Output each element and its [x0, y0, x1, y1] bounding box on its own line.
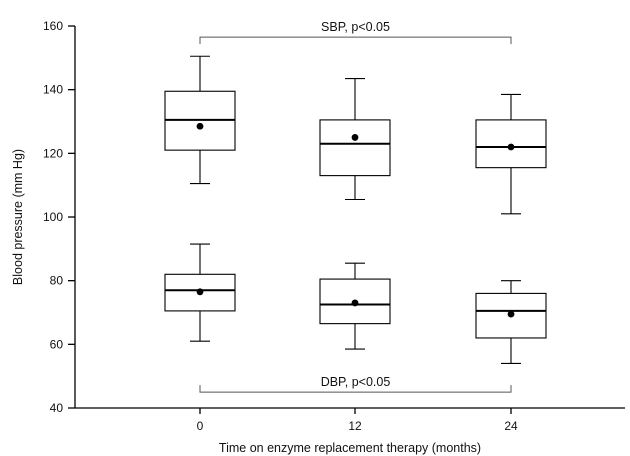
plot-area: 40 60 80 100 120 140 160 0 12 24 SBP, p<0.05 DBP,… — [43, 19, 625, 433]
bracket-line — [199, 36, 512, 45]
mean-point — [507, 143, 515, 151]
bracket-line — [199, 385, 512, 393]
bracket-label: DBP, p<0.05 — [321, 375, 391, 389]
y-tick-label: 80 — [50, 274, 64, 288]
y-tick-label: 40 — [50, 401, 64, 415]
significance-bracket-1: DBP, p<0.05 — [199, 374, 512, 393]
box-1-2 — [475, 280, 547, 364]
y-tick-label: 120 — [43, 146, 63, 160]
y-tick-label: 100 — [43, 210, 63, 224]
iqr-box — [475, 119, 547, 169]
box-1-0 — [164, 243, 236, 342]
bracket-label: SBP, p<0.05 — [321, 20, 390, 34]
mean-point — [196, 288, 204, 296]
significance-annotations: SBP, p<0.05 DBP, p<0.05 — [199, 20, 512, 393]
box-0-1 — [319, 77, 391, 201]
y-tick-label: 140 — [43, 83, 63, 97]
significance-bracket-0: SBP, p<0.05 — [199, 20, 512, 45]
box-series — [164, 55, 547, 364]
mean-point — [351, 134, 359, 141]
x-tick-label: 24 — [504, 419, 518, 433]
y-tick-label: 60 — [50, 337, 64, 351]
iqr-box — [319, 119, 391, 177]
mean-point — [507, 310, 515, 318]
x-axis-title: Time on enzyme replacement therapy (mont… — [219, 441, 481, 455]
x-axis-ticks: 0 12 24 — [197, 408, 518, 433]
box-1-1 — [319, 262, 391, 350]
x-tick-label: 0 — [197, 419, 204, 433]
box-0-0 — [164, 55, 236, 185]
y-axis-title: Blood pressure (mm Hg) — [11, 149, 25, 285]
mean-point — [196, 122, 204, 130]
box-0-2 — [475, 93, 547, 215]
x-tick-label: 12 — [348, 419, 362, 433]
bracket-label-bg — [313, 374, 398, 390]
y-tick-label: 160 — [43, 19, 63, 33]
mean-point — [351, 299, 359, 307]
y-axis-ticks: 40 60 80 100 120 140 160 — [43, 19, 75, 415]
